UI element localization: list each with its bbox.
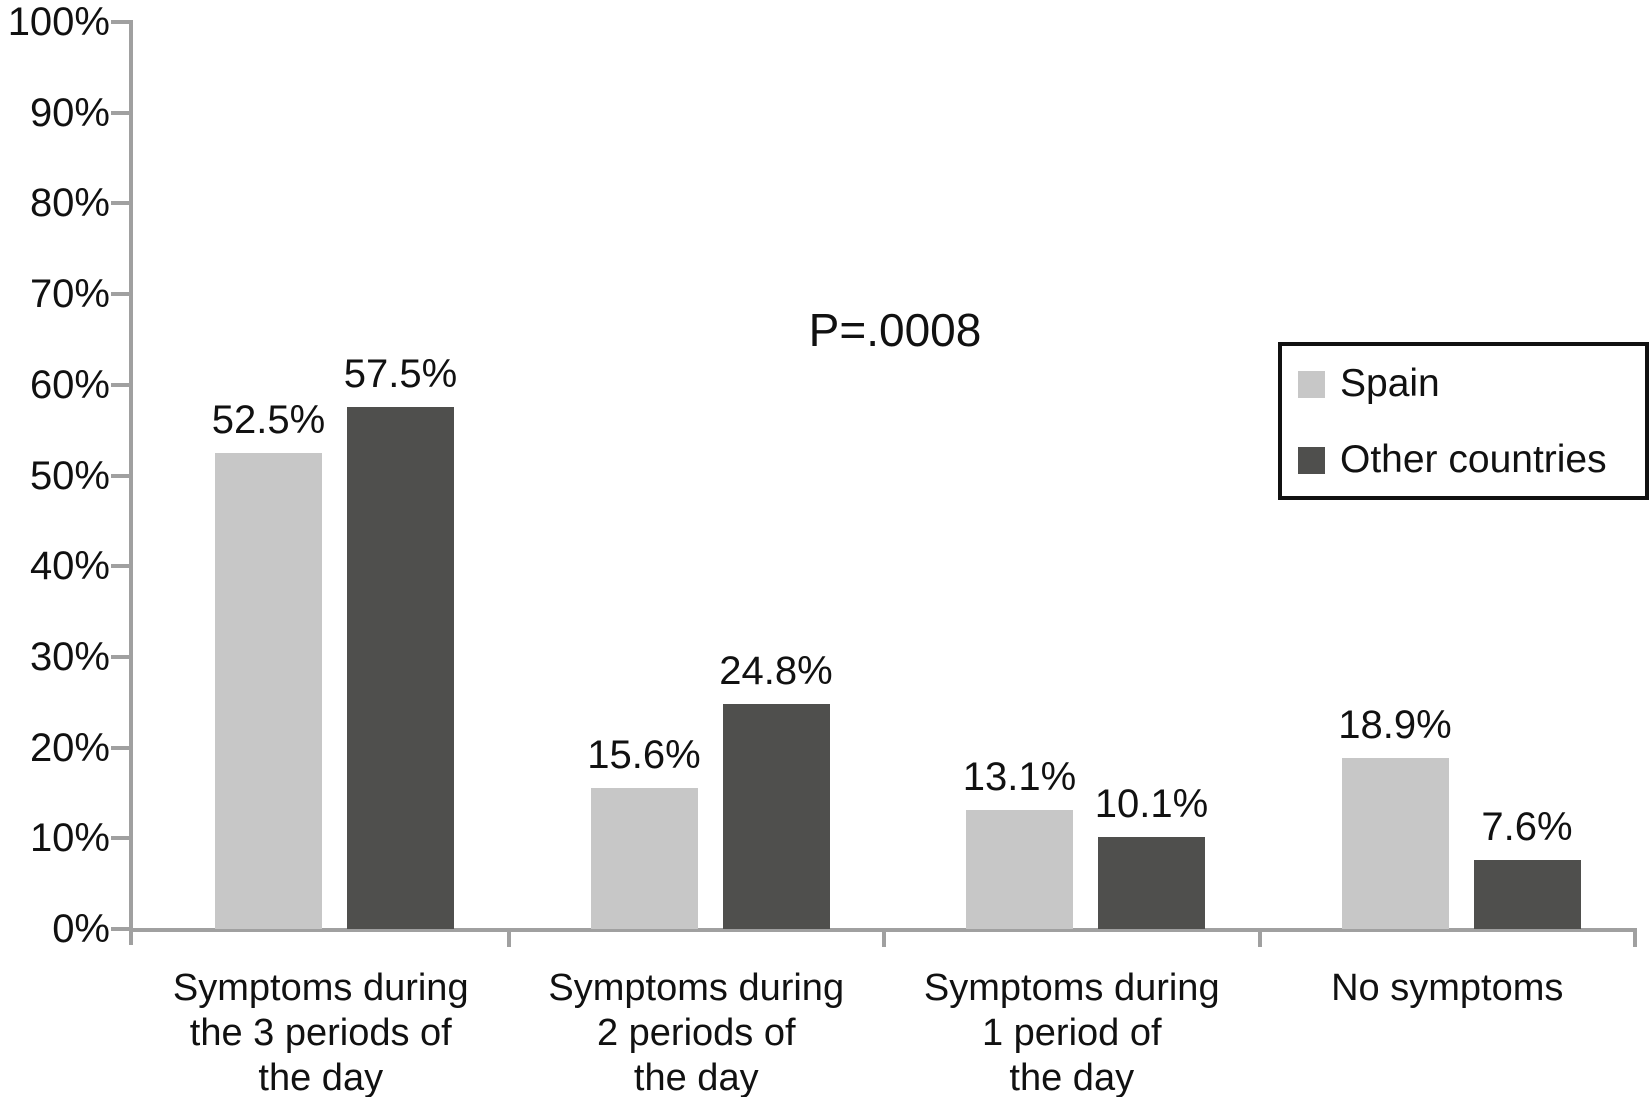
x-category-label: No symptoms [1260, 966, 1636, 1011]
x-category-label-line: Symptoms during [548, 967, 845, 1009]
y-tick-label: 40% [29, 544, 110, 589]
y-tick [111, 473, 133, 478]
bar-value-label: 52.5% [211, 397, 326, 442]
bar-value-label: 57.5% [343, 352, 458, 397]
y-tick [111, 292, 133, 297]
x-category-label-line: Symptoms during [923, 967, 1220, 1009]
y-tick [111, 110, 133, 115]
y-tick [111, 382, 133, 387]
y-tick [111, 927, 133, 931]
y-tick-label: 30% [29, 634, 110, 679]
x-category-label-line: the day [258, 1057, 384, 1097]
y-tick [111, 836, 133, 841]
x-category-label-line: Symptoms during [172, 967, 469, 1009]
bar-other-countries [347, 407, 454, 929]
y-tick-label: 10% [29, 816, 110, 861]
y-tick-label: 80% [29, 181, 110, 226]
x-category-label-line: the 3 periods of [189, 1012, 452, 1054]
bar-other-countries [1098, 837, 1205, 929]
y-tick-label: 100% [7, 0, 110, 44]
x-category-label: Symptoms during 1 period of the day [884, 966, 1260, 1097]
y-tick-label: 70% [29, 272, 110, 317]
x-boundary-tick [1633, 928, 1637, 947]
x-boundary-tick [882, 928, 886, 947]
legend-swatch-spain [1298, 370, 1325, 398]
y-tick-label: 50% [29, 453, 110, 498]
y-tick-label: 60% [29, 362, 110, 407]
bar-value-label: 10.1% [1094, 782, 1209, 827]
x-category-label-line: 1 period of [981, 1012, 1162, 1054]
y-tick [111, 20, 133, 24]
x-category-label-line: 2 periods of [596, 1012, 796, 1054]
x-category-label-line: No symptoms [1331, 967, 1564, 1009]
legend-label-other-countries: Other countries [1340, 438, 1607, 481]
x-category-label: Symptoms during the 3 periods of the day [133, 966, 509, 1097]
y-tick [111, 654, 133, 659]
bar-value-label: 18.9% [1338, 702, 1452, 747]
y-tick-label: 20% [29, 725, 110, 770]
y-tick-label: 0% [52, 907, 110, 951]
bar-other-countries [1473, 860, 1581, 929]
legend-label-spain: Spain [1340, 362, 1440, 405]
bar-spain [215, 452, 322, 929]
x-boundary-tick [506, 928, 511, 947]
bar-spain [966, 810, 1073, 929]
bar-spain [1341, 757, 1449, 929]
y-tick [111, 564, 133, 569]
legend-item-spain: Spain [1298, 362, 1440, 406]
x-boundary-tick [1257, 928, 1262, 947]
bar-value-label: 15.6% [587, 732, 701, 777]
bar-value-label: 7.6% [1481, 805, 1573, 850]
bar-value-label: 13.1% [962, 755, 1077, 800]
bar-value-label: 24.8% [719, 649, 833, 694]
y-tick-label: 90% [29, 90, 110, 135]
bar-other-countries [722, 704, 830, 929]
legend-swatch-other-countries [1298, 446, 1325, 474]
bar-spain [590, 787, 698, 929]
y-tick [111, 745, 133, 750]
y-axis-line [129, 22, 133, 945]
legend-item-other-countries: Other countries [1298, 438, 1607, 482]
y-tick [111, 201, 133, 206]
x-category-label-line: the day [1009, 1057, 1135, 1097]
x-category-label: Symptoms during 2 periods of the day [509, 966, 885, 1097]
legend: Spain Other countries [1278, 342, 1649, 500]
p-value-annotation: P=.0008 [808, 304, 982, 356]
x-category-label-line: the day [633, 1057, 759, 1097]
